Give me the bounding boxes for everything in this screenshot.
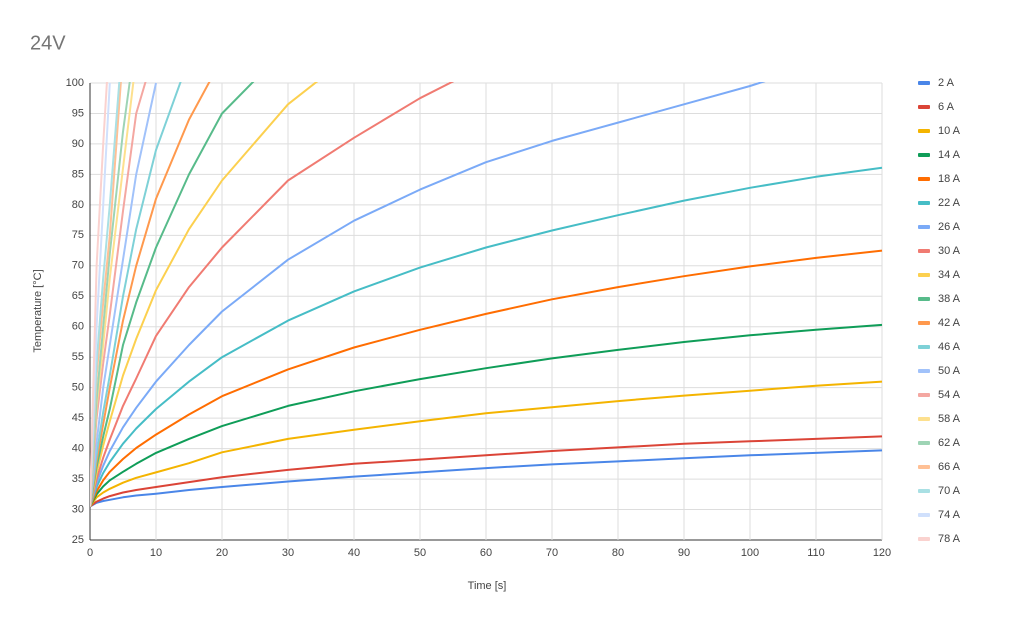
legend-label: 6 A — [938, 101, 955, 113]
x-tick-label: 120 — [873, 547, 891, 559]
y-tick-label: 70 — [72, 260, 84, 272]
legend-swatch — [918, 105, 930, 109]
legend-swatch — [918, 465, 930, 469]
y-tick-label: 45 — [72, 412, 84, 424]
x-tick-label: 80 — [612, 547, 624, 559]
legend-label: 54 A — [938, 389, 961, 401]
y-tick-label: 25 — [72, 534, 84, 546]
legend-label: 66 A — [938, 461, 961, 473]
x-tick-label: 50 — [414, 547, 426, 559]
legend-swatch — [918, 513, 930, 517]
y-tick-label: 40 — [72, 443, 84, 455]
x-tick-label: 0 — [87, 547, 93, 559]
y-tick-label: 65 — [72, 290, 84, 302]
x-tick-label: 90 — [678, 547, 690, 559]
legend-label: 78 A — [938, 533, 961, 545]
legend-swatch — [918, 537, 930, 541]
series-line — [90, 82, 766, 507]
x-tick-label: 30 — [282, 547, 294, 559]
series-line — [90, 82, 157, 507]
y-tick-label: 55 — [72, 351, 84, 363]
legend-swatch — [918, 369, 930, 373]
legend-label: 18 A — [938, 173, 961, 185]
legend-label: 58 A — [938, 413, 961, 425]
legend-swatch — [918, 393, 930, 397]
y-tick-label: 100 — [66, 77, 84, 89]
legend-label: 74 A — [938, 509, 961, 521]
series-line — [90, 82, 211, 507]
x-axis-label: Time [s] — [468, 580, 507, 592]
y-axis-label: Temperature [°C] — [32, 269, 44, 352]
legend-swatch — [918, 225, 930, 229]
y-tick-label: 80 — [72, 199, 84, 211]
series-line — [90, 435, 883, 508]
legend-swatch — [918, 129, 930, 133]
y-tick-label: 35 — [72, 473, 84, 485]
legend-label: 22 A — [938, 197, 961, 209]
x-tick-label: 60 — [480, 547, 492, 559]
legend-label: 34 A — [938, 269, 961, 281]
x-tick-label: 70 — [546, 547, 558, 559]
y-tick-label: 30 — [72, 503, 84, 515]
legend-label: 30 A — [938, 245, 961, 257]
legend-swatch — [918, 417, 930, 421]
x-tick-label: 10 — [150, 547, 162, 559]
x-tick-label: 110 — [807, 547, 825, 559]
series-line — [90, 82, 255, 507]
series-line — [90, 249, 883, 507]
legend-label: 2 A — [938, 77, 955, 89]
legend-label: 70 A — [938, 485, 961, 497]
y-tick-label: 50 — [72, 382, 84, 394]
legend-swatch — [918, 153, 930, 157]
legend-label: 50 A — [938, 365, 961, 377]
series-line — [90, 82, 319, 507]
series-line — [90, 323, 883, 507]
x-tick-label: 40 — [348, 547, 360, 559]
y-tick-label: 95 — [72, 107, 84, 119]
legend-label: 62 A — [938, 437, 961, 449]
legend-label: 38 A — [938, 293, 961, 305]
y-tick-label: 85 — [72, 168, 84, 180]
legend-label: 46 A — [938, 341, 961, 353]
legend-label: 42 A — [938, 317, 961, 329]
plot-area — [90, 82, 883, 508]
legend-swatch — [918, 249, 930, 253]
chart-title: 24V — [30, 32, 66, 54]
legend-label: 26 A — [938, 221, 961, 233]
y-tick-label: 75 — [72, 229, 84, 241]
legend-swatch — [918, 441, 930, 445]
legend-swatch — [918, 273, 930, 277]
y-tick-label: 90 — [72, 138, 84, 150]
legend-swatch — [918, 81, 930, 85]
legend-label: 14 A — [938, 149, 961, 161]
legend-swatch — [918, 489, 930, 493]
series-line — [90, 166, 883, 507]
legend-label: 10 A — [938, 125, 961, 137]
legend-swatch — [918, 201, 930, 205]
series-line — [90, 82, 108, 507]
legend-swatch — [918, 177, 930, 181]
series-line — [90, 82, 182, 507]
legend-swatch — [918, 345, 930, 349]
y-tick-label: 60 — [72, 321, 84, 333]
series-line — [90, 82, 131, 507]
x-tick-label: 100 — [741, 547, 759, 559]
series-line — [90, 82, 455, 507]
series-line — [90, 380, 883, 508]
series-line — [90, 449, 883, 508]
legend-swatch — [918, 297, 930, 301]
legend-swatch — [918, 321, 930, 325]
x-tick-label: 20 — [216, 547, 228, 559]
